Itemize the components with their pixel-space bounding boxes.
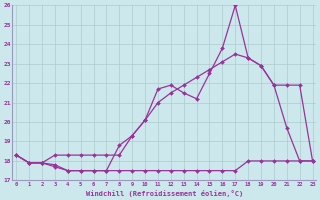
X-axis label: Windchill (Refroidissement éolien,°C): Windchill (Refroidissement éolien,°C) [86,190,243,197]
